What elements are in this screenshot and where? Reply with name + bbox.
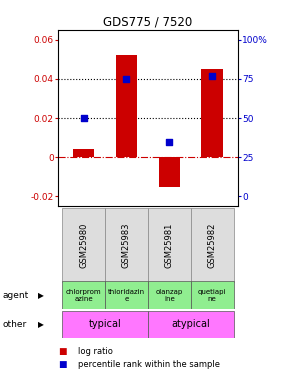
Point [81,115,86,121]
Text: GSM25983: GSM25983 [122,223,131,268]
Bar [148,208,191,283]
Text: log ratio: log ratio [78,347,113,356]
Text: GSM25981: GSM25981 [165,223,174,268]
Text: GSM25980: GSM25980 [79,223,88,268]
Bar [191,281,233,309]
Bar [148,281,191,309]
Text: typical: typical [89,320,122,329]
Text: other: other [3,320,27,329]
Text: ■: ■ [58,360,66,369]
Text: thioridazin
e: thioridazin e [108,289,145,302]
Bar [62,281,105,309]
Bar [105,281,148,309]
Text: ▶: ▶ [38,320,44,329]
Bar [105,208,148,283]
Point [124,76,129,82]
Text: ▶: ▶ [38,291,44,300]
Text: ■: ■ [58,347,66,356]
Bar [62,208,105,283]
Text: olanzap
ine: olanzap ine [156,289,183,302]
Bar [62,311,148,338]
Title: GDS775 / 7520: GDS775 / 7520 [103,16,193,29]
Text: quetiapi
ne: quetiapi ne [198,289,226,302]
Point [210,73,214,79]
Bar [191,208,233,283]
Point [167,139,172,145]
Text: chlorprom
azine: chlorprom azine [66,289,102,302]
Bar [202,69,223,157]
Bar [116,56,137,157]
Text: percentile rank within the sample: percentile rank within the sample [78,360,220,369]
Text: GSM25982: GSM25982 [208,223,217,268]
Text: agent: agent [3,291,29,300]
Bar [148,311,233,338]
Text: atypical: atypical [171,320,210,329]
Bar [159,157,180,187]
Bar [73,150,94,157]
